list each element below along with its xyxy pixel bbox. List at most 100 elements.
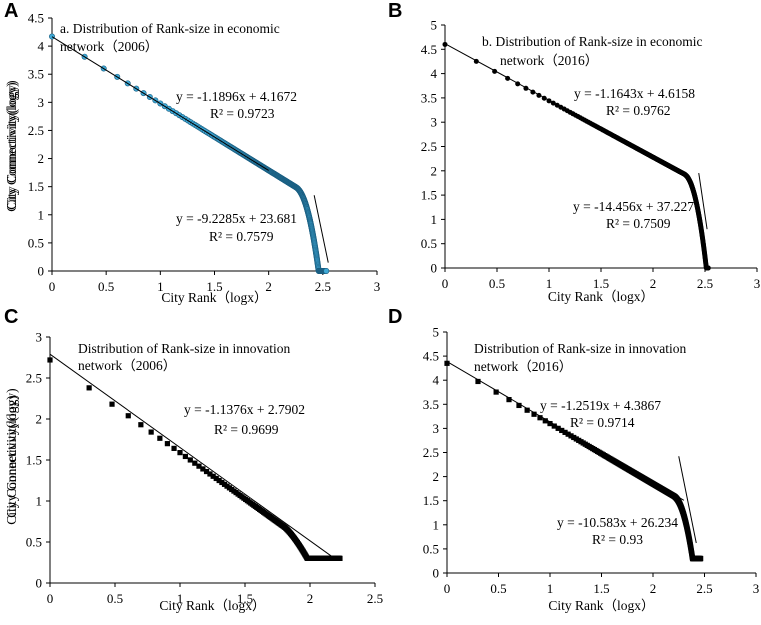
y-tick-label: 0.5 xyxy=(26,535,42,550)
y-tick-label: 1 xyxy=(431,212,438,227)
data-point xyxy=(207,471,213,477)
data-point xyxy=(157,435,163,441)
y-tick-label: 3.5 xyxy=(28,67,44,82)
y-tick-label: 3 xyxy=(431,115,438,130)
data-point xyxy=(125,413,131,419)
data-point xyxy=(323,267,330,274)
data-point xyxy=(555,425,561,431)
data-point xyxy=(537,415,543,421)
panel-d-chart: 0 0.5 1 1.5 2 2.5 3 0 0.5 1 1.5 2 2.5 3 3.5 4 4.5 5 City R… xyxy=(4,325,759,614)
data-point xyxy=(475,378,481,385)
trendline xyxy=(446,361,685,501)
x-axis-label: City Rank（logx） xyxy=(161,290,267,305)
data-point xyxy=(698,555,704,562)
panel-letter-b: B xyxy=(388,0,403,22)
y-tick-label: 3.5 xyxy=(421,90,437,105)
y-tick-label: 1 xyxy=(433,517,440,532)
y-axis-label: City Connectivity(logy) xyxy=(4,395,19,524)
data-point xyxy=(551,423,557,429)
data-point xyxy=(182,453,188,460)
data-point xyxy=(493,389,499,395)
data-point xyxy=(444,360,450,366)
data-point xyxy=(86,385,92,391)
y-tick-label: 3 xyxy=(36,330,43,345)
y-tick-label: 1.5 xyxy=(421,188,437,203)
x-axis-label: City Rank（logx） xyxy=(548,289,654,304)
trendline-r2: R² = 0.9699 xyxy=(214,422,279,437)
x-tick-label: 2 xyxy=(265,279,272,294)
chart-title: network（2006） xyxy=(78,358,176,373)
y-tick-label: 4 xyxy=(431,66,438,81)
y-tick-label: 2.5 xyxy=(421,139,437,154)
trendline-equation: y = -1.1643x + 4.6158 xyxy=(574,86,695,101)
y-tick-label: 0 xyxy=(36,576,43,591)
trendline xyxy=(313,195,329,263)
chart-title: a. Distribution of Rank-size in economic xyxy=(60,21,280,36)
y-tick-label: 0.5 xyxy=(421,236,437,251)
data-point xyxy=(562,429,568,435)
y-tick-label: 1.5 xyxy=(28,179,44,194)
data-point xyxy=(547,420,553,427)
trendline-r2: R² = 0.7579 xyxy=(209,229,274,244)
data-point xyxy=(337,555,343,561)
data-point xyxy=(210,473,216,479)
data-point xyxy=(531,411,537,417)
x-tick-label: 0.5 xyxy=(107,591,123,606)
trendline-equation: y = -1.2519x + 4.3867 xyxy=(540,398,661,413)
y-tick-label: 2.5 xyxy=(26,371,42,386)
trendline-equation: y = -14.456x + 37.227 xyxy=(573,199,694,214)
y-axis-label: City Connectivity(logy) xyxy=(4,388,19,517)
y-tick-label: 5 xyxy=(433,325,440,340)
trendline-r2: R² = 0.93 xyxy=(592,532,643,547)
y-tick-label: 0 xyxy=(38,264,45,279)
data-point xyxy=(203,468,210,475)
data-point xyxy=(516,402,522,409)
y-tick-label: 2 xyxy=(431,163,438,178)
y-tick-label: 2 xyxy=(36,412,43,427)
y-tick-label: 2 xyxy=(433,469,440,484)
x-tick-label: 2 xyxy=(307,591,314,606)
data-point xyxy=(559,427,565,434)
trendline xyxy=(49,353,337,560)
trendline-r2: R² = 0.9723 xyxy=(210,106,275,121)
data-point xyxy=(148,429,154,435)
trendline-r2: R² = 0.7509 xyxy=(606,216,671,231)
trendline-r2: R² = 0.9714 xyxy=(570,415,635,430)
y-tick-label: 3 xyxy=(433,421,440,436)
data-point xyxy=(705,265,711,271)
trendline-equation: y = -9.2285x + 23.681 xyxy=(176,211,297,226)
data-point xyxy=(213,475,219,482)
y-axis-label: City Connectivity(logy) xyxy=(4,82,19,211)
y-tick-label: 4.5 xyxy=(421,42,437,57)
data-point xyxy=(506,397,512,403)
trendline xyxy=(698,172,708,230)
x-tick-label: 0.5 xyxy=(489,276,505,291)
data-point xyxy=(565,431,571,437)
x-tick-label: 0.5 xyxy=(490,581,506,596)
panel-letter-c: C xyxy=(4,306,19,328)
x-tick-label: 0 xyxy=(47,591,54,606)
data-point xyxy=(442,41,448,47)
data-point xyxy=(138,422,144,428)
x-tick-label: 3 xyxy=(754,276,761,291)
data-point xyxy=(177,450,183,456)
x-axis-label: City Rank（logx） xyxy=(159,598,265,613)
x-tick-label: 0 xyxy=(444,581,451,596)
data-point xyxy=(216,477,222,484)
data-point xyxy=(171,445,177,451)
data-point xyxy=(109,401,115,407)
chart-title: b. Distribution of Rank-size in economic xyxy=(482,34,702,49)
x-tick-label: 2.5 xyxy=(697,276,713,291)
y-tick-label: 3 xyxy=(38,95,45,110)
y-tick-label: 1.5 xyxy=(26,453,42,468)
panel-b-chart: 0 0.5 1 1.5 2 2.5 3 0 0.5 1 1.5 2 2.5 3 3.5 4 4.5 5 City R… xyxy=(4,18,760,305)
y-tick-label: 2.5 xyxy=(423,445,439,460)
y-axis-label: City Connectivity(logy) xyxy=(4,80,19,209)
x-tick-label: 2.5 xyxy=(315,279,331,294)
x-tick-label: 1.5 xyxy=(237,591,253,606)
x-tick-label: 3 xyxy=(753,581,760,596)
trendline xyxy=(678,456,697,544)
x-tick-label: 0 xyxy=(442,276,449,291)
panel-letter-d: D xyxy=(388,306,403,328)
